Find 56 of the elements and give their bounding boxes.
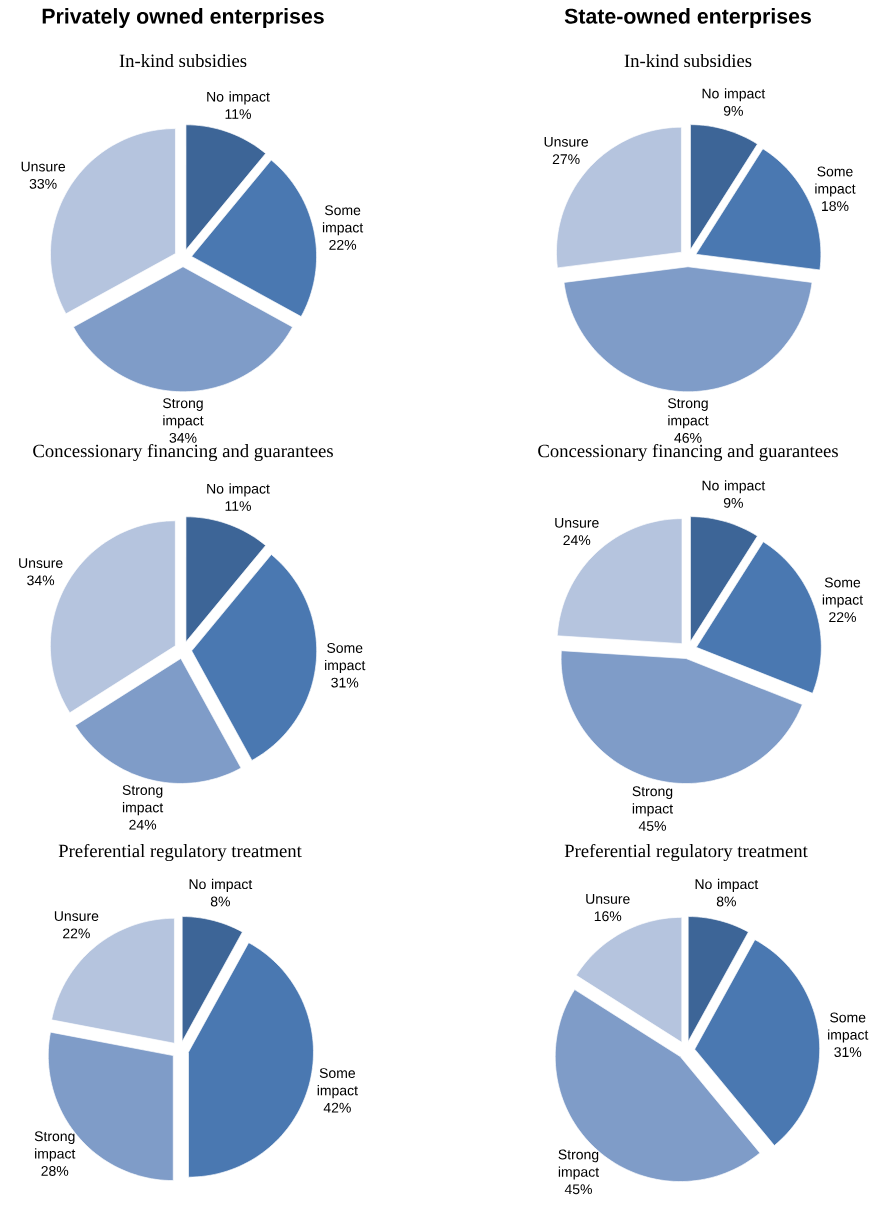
chart-title: Preferential regulatory treatment	[58, 843, 302, 862]
slice-label: Unsure	[54, 911, 99, 922]
slice-label: Some impact	[317, 1068, 358, 1099]
data-label: 31%	[331, 677, 359, 688]
data-label: 31%	[834, 1047, 862, 1058]
slice-label: Strong impact	[34, 1131, 76, 1162]
data-label: 45%	[638, 821, 666, 831]
chart-title: Privately owned enterprises	[42, 8, 324, 28]
data-label: 24%	[129, 819, 157, 830]
data-label: 18%	[822, 201, 849, 212]
data-label: 9%	[723, 497, 743, 508]
slice-label: Strong impact	[163, 398, 204, 429]
data-label: 8%	[210, 896, 230, 907]
data-label: 46%	[674, 432, 702, 443]
slice-label: Strong impact	[558, 1149, 599, 1180]
data-label: 22%	[329, 239, 357, 250]
slice-label: Some impact	[815, 166, 856, 197]
slice-label: No impact	[695, 878, 759, 892]
data-label: 34%	[169, 432, 197, 443]
data-label: 22%	[63, 928, 90, 939]
data-label: 28%	[41, 1166, 69, 1176]
data-label: 11%	[225, 501, 251, 511]
data-label: 9%	[723, 105, 743, 116]
data-label: 16%	[594, 911, 622, 922]
chart-subtitle: In-kind subsidies	[119, 53, 247, 68]
slice-label: Strong impact	[632, 786, 673, 817]
data-label: 22%	[829, 612, 856, 623]
data-label: 33%	[29, 178, 57, 189]
chart-title: Concessionary financing and guarantees	[33, 443, 333, 462]
slice-label: Strong impact	[122, 785, 164, 816]
chart-title: Concessionary financing and guarantees	[538, 443, 838, 462]
slice-label: Unsure	[21, 161, 66, 172]
slice-label: Some impact	[822, 577, 863, 608]
slice-label: Some impact	[828, 1012, 869, 1043]
data-label: 8%	[716, 896, 736, 907]
slice-label: No impact	[702, 480, 766, 494]
slice-label: Unsure	[19, 558, 63, 568]
slice-label: No impact	[702, 88, 766, 102]
slice-label: No impact	[207, 91, 270, 105]
data-label: 45%	[564, 1184, 592, 1195]
chart-title: State-owned enterprises	[564, 8, 811, 28]
data-label: 34%	[27, 575, 55, 586]
data-label: 11%	[225, 109, 251, 119]
slice-label: No impact	[189, 878, 253, 892]
slice-label: Unsure	[586, 894, 630, 904]
slice-label: Unsure	[555, 518, 599, 528]
slice-label: Strong impact	[668, 398, 709, 429]
slice-label: Unsure	[544, 137, 589, 147]
data-label: 24%	[563, 535, 591, 546]
slice-label: Some impact	[322, 205, 364, 236]
chart-title: Preferential regulatory treatment	[564, 843, 808, 862]
chart-subtitle: In-kind subsidies	[624, 53, 752, 68]
data-label: 27%	[552, 154, 580, 165]
slice-label: No impact	[207, 483, 270, 497]
slice-label: Some impact	[325, 642, 366, 673]
data-label: 42%	[323, 1102, 351, 1113]
